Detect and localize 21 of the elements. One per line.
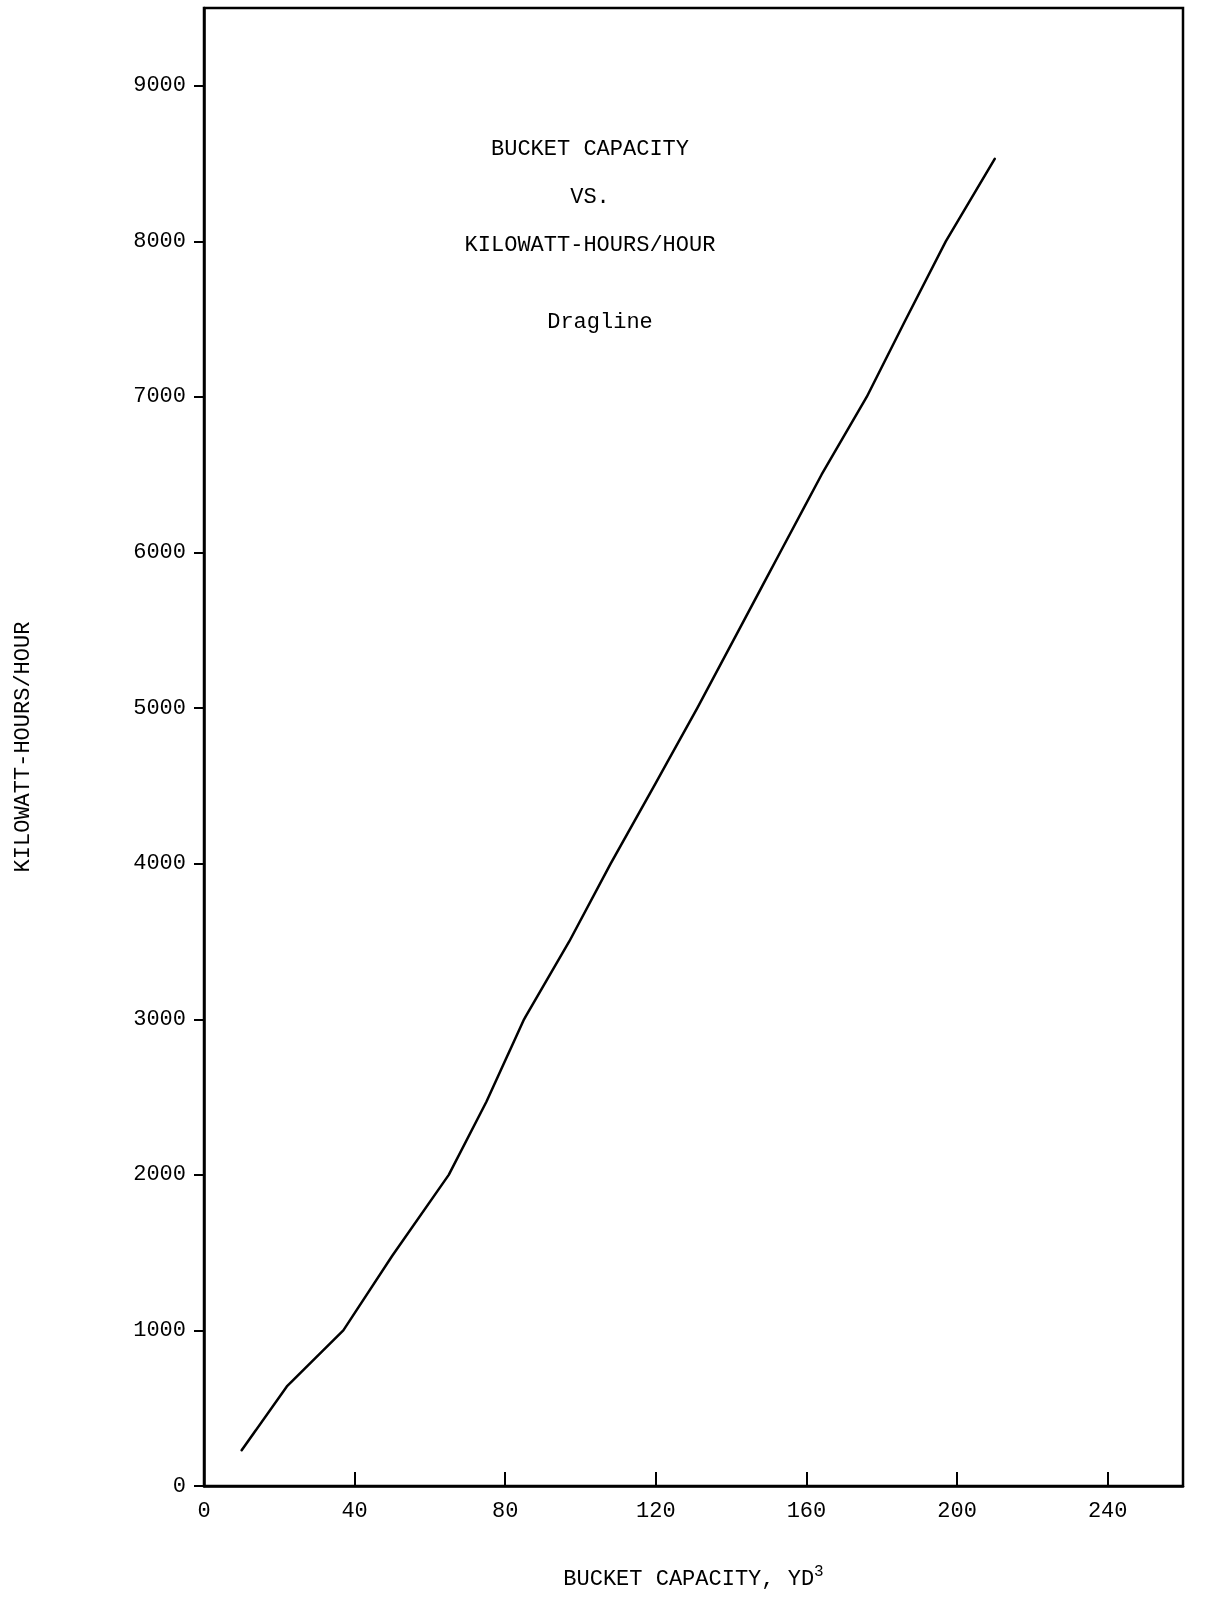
text: Dragline <box>547 309 653 335</box>
y-tick-label: 6000 <box>133 540 186 566</box>
y-tick-label: 3000 <box>133 1006 186 1032</box>
x-tick-label: 120 <box>636 1498 676 1524</box>
x-tick-label: 80 <box>492 1498 519 1524</box>
y-axis-title: KILOWATT-HOURS/HOUR <box>10 621 36 873</box>
x-tick-label: 160 <box>786 1498 827 1524</box>
text: BUCKET CAPACITY VS. KILOWATT-HOURS/HOUR <box>464 136 716 258</box>
y-tick-label: 5000 <box>133 695 186 721</box>
y-tick-label: 1000 <box>133 1317 186 1343</box>
x-tick-label: 240 <box>1087 1498 1128 1524</box>
x-tick-label: 200 <box>937 1498 977 1524</box>
y-tick-label: 7000 <box>133 384 186 410</box>
line-series <box>240 157 996 1452</box>
y-tick-label: 4000 <box>133 851 186 877</box>
x-tick-label: 0 <box>197 1498 211 1524</box>
y-tick-label: 9000 <box>133 73 186 99</box>
y-tick-label: 2000 <box>133 1162 186 1188</box>
y-tick-label: 0 <box>172 1473 186 1499</box>
y-tick-label: 8000 <box>133 228 186 254</box>
x-tick-label: 40 <box>341 1498 368 1524</box>
